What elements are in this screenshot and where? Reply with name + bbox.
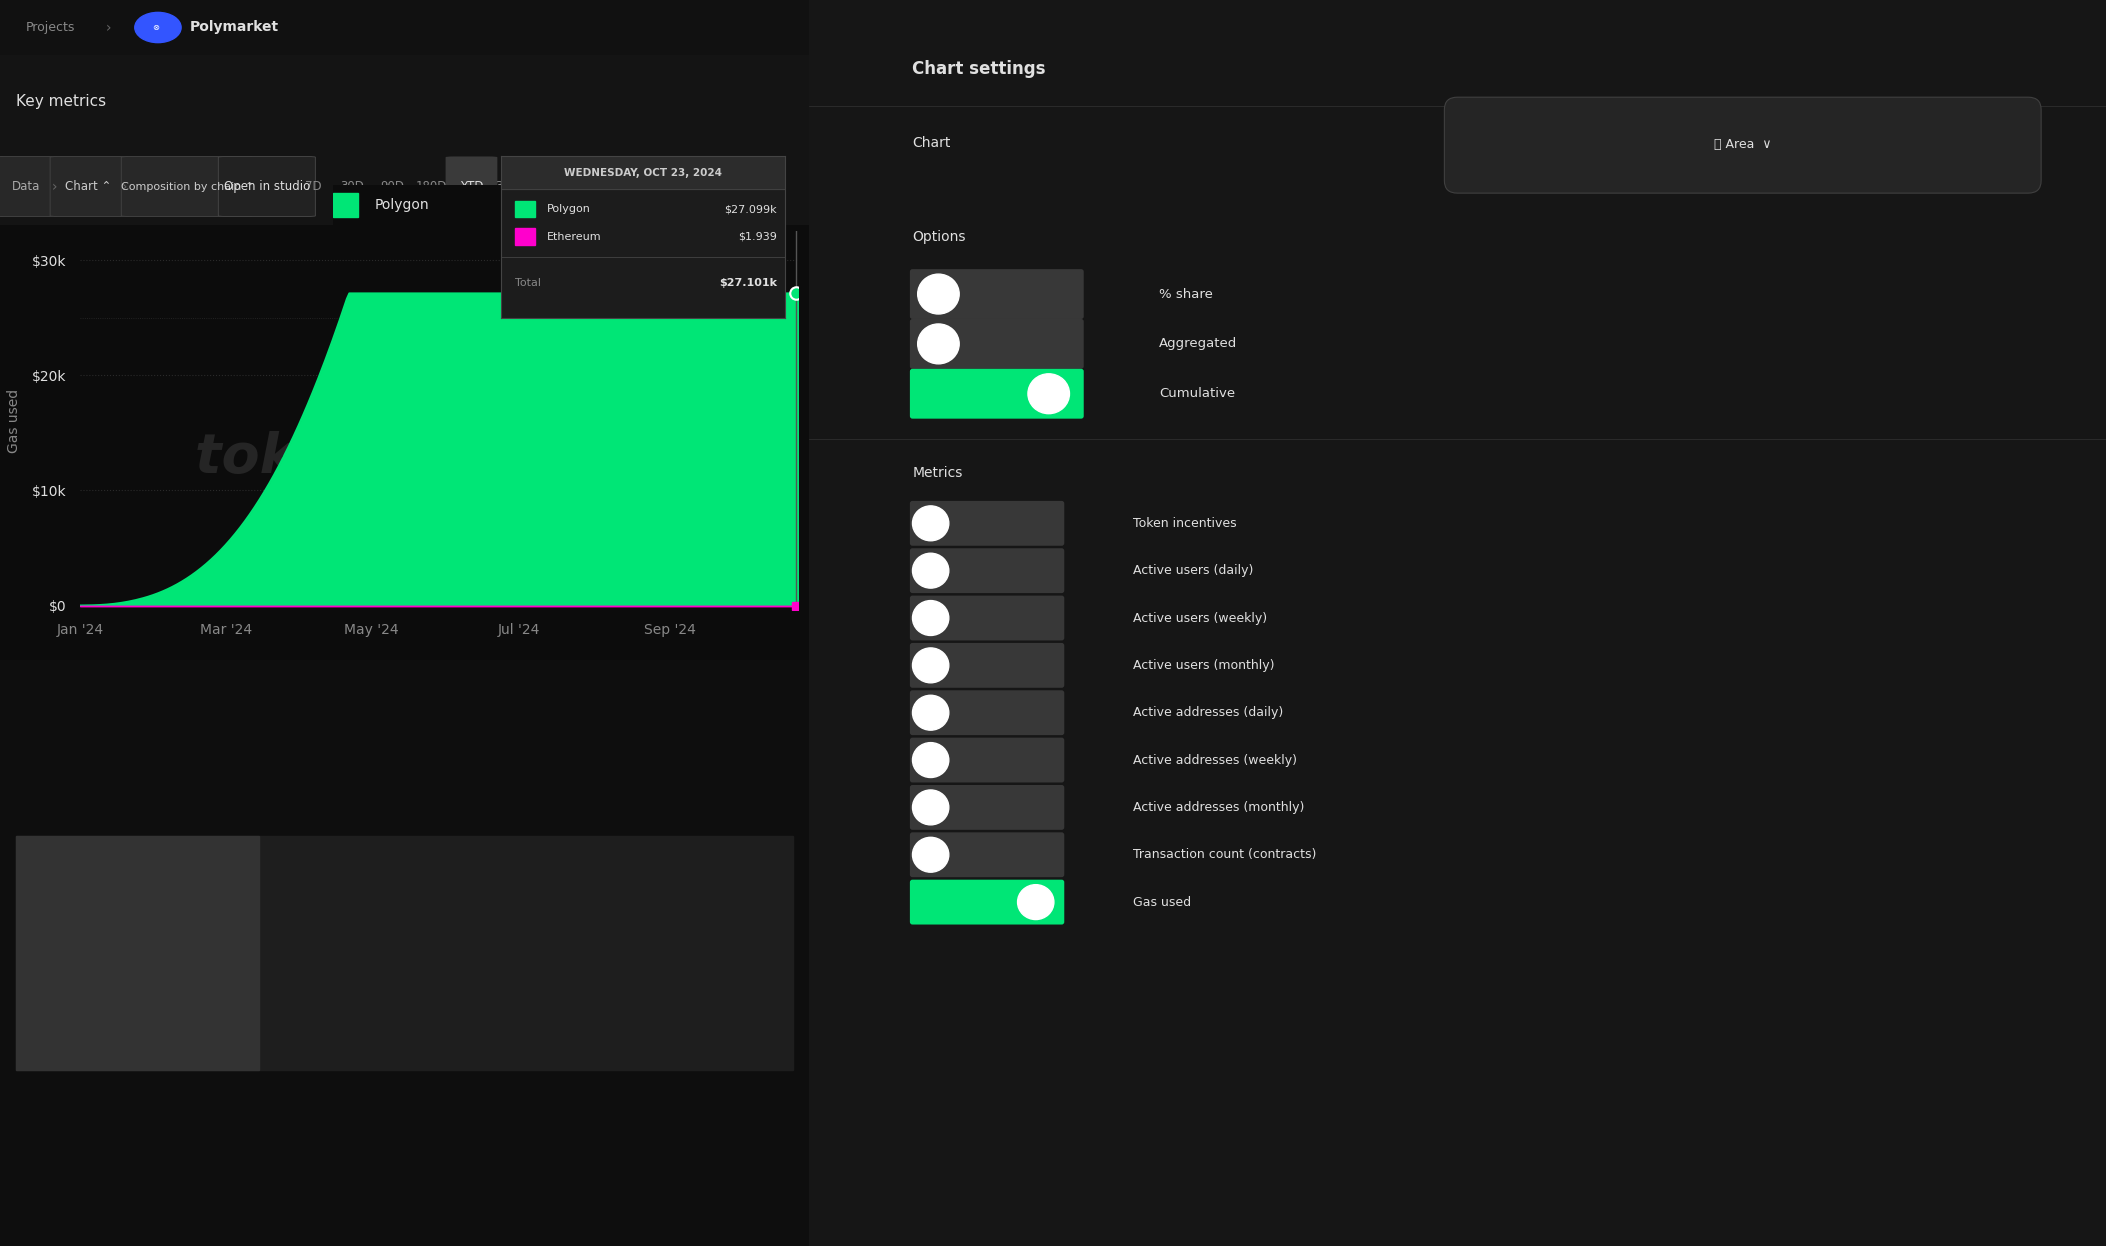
Bar — [17, 836, 259, 1070]
Text: 30D: 30D — [341, 179, 364, 193]
FancyBboxPatch shape — [446, 157, 497, 217]
FancyBboxPatch shape — [910, 643, 1064, 688]
Text: Metrics: Metrics — [912, 466, 962, 481]
Text: Learn: Learn — [1221, 22, 1251, 32]
Circle shape — [918, 274, 958, 314]
FancyBboxPatch shape — [910, 319, 1085, 369]
FancyBboxPatch shape — [910, 832, 1064, 877]
Text: Token incentives: Token incentives — [1133, 517, 1236, 530]
Circle shape — [912, 790, 950, 825]
Bar — [501, 157, 786, 189]
Text: Options: Options — [912, 229, 967, 244]
FancyBboxPatch shape — [910, 596, 1064, 640]
Text: 365D: 365D — [495, 179, 526, 193]
FancyBboxPatch shape — [910, 548, 1064, 593]
Text: Polygon: Polygon — [545, 204, 590, 214]
Bar — [510, 193, 535, 217]
Text: ⊗: ⊗ — [152, 22, 160, 32]
Bar — [17, 836, 792, 1070]
FancyBboxPatch shape — [910, 369, 1085, 419]
Y-axis label: Gas used: Gas used — [6, 389, 21, 452]
FancyBboxPatch shape — [910, 269, 1085, 319]
Text: Q: Q — [625, 179, 634, 193]
Text: Total: Total — [516, 278, 541, 288]
Text: ›: › — [122, 179, 128, 193]
Bar — [333, 193, 358, 217]
Text: W: W — [588, 179, 600, 193]
Text: ···: ··· — [653, 179, 663, 193]
FancyBboxPatch shape — [1152, 6, 1320, 49]
Text: Data: Data — [13, 179, 40, 193]
Text: 90D: 90D — [381, 179, 404, 193]
Circle shape — [912, 695, 950, 730]
FancyBboxPatch shape — [1445, 97, 2041, 193]
Text: Chart settings: Chart settings — [912, 60, 1047, 77]
Circle shape — [912, 743, 950, 778]
Text: $1.939: $1.939 — [737, 232, 777, 242]
FancyBboxPatch shape — [1676, 6, 2007, 49]
FancyBboxPatch shape — [51, 157, 126, 217]
Text: Gas used: Gas used — [1133, 896, 1192, 908]
Circle shape — [912, 648, 950, 683]
Text: Open in studio: Open in studio — [223, 179, 310, 193]
Text: M: M — [607, 179, 617, 193]
Text: Chart ⌃: Chart ⌃ — [65, 179, 112, 193]
Bar — [516, 228, 535, 244]
Text: Polygon: Polygon — [375, 198, 430, 212]
Text: Polymarket: Polymarket — [190, 20, 278, 35]
Text: Projects: Projects — [25, 21, 74, 34]
Text: ›: › — [53, 179, 57, 193]
Circle shape — [912, 837, 950, 872]
FancyBboxPatch shape — [910, 501, 1064, 546]
Text: Ethereum: Ethereum — [545, 232, 600, 242]
Text: Chart: Chart — [912, 136, 952, 151]
FancyBboxPatch shape — [910, 738, 1064, 782]
Text: $27.099k: $27.099k — [724, 204, 777, 214]
Text: Composition by chain ⌃: Composition by chain ⌃ — [122, 182, 255, 192]
Ellipse shape — [135, 12, 181, 42]
FancyBboxPatch shape — [910, 690, 1064, 735]
Text: Aggregated: Aggregated — [1158, 338, 1236, 350]
Text: Data: Data — [1072, 22, 1097, 32]
Text: Active users (daily): Active users (daily) — [1133, 564, 1253, 577]
Circle shape — [918, 324, 958, 364]
Text: Crypto screener ↗: Crypto screener ↗ — [1790, 22, 1893, 32]
FancyBboxPatch shape — [219, 157, 316, 217]
Circle shape — [1028, 374, 1070, 414]
FancyBboxPatch shape — [1000, 6, 1169, 49]
Bar — [516, 201, 535, 217]
Text: ›: › — [105, 20, 112, 35]
Text: Active addresses (weekly): Active addresses (weekly) — [1133, 754, 1297, 766]
Text: Transaction count (contracts): Transaction count (contracts) — [1133, 849, 1316, 861]
Text: Active addresses (daily): Active addresses (daily) — [1133, 706, 1283, 719]
Text: % share: % share — [1158, 288, 1213, 300]
Circle shape — [912, 601, 950, 635]
FancyBboxPatch shape — [910, 880, 1064, 925]
FancyBboxPatch shape — [1304, 6, 1693, 49]
FancyBboxPatch shape — [910, 785, 1064, 830]
Circle shape — [1017, 885, 1053, 920]
Text: Cumulative: Cumulative — [1158, 388, 1234, 400]
Text: Active users (monthly): Active users (monthly) — [1133, 659, 1274, 672]
Text: 180D: 180D — [417, 179, 449, 193]
FancyBboxPatch shape — [122, 157, 255, 217]
Text: ⎍ Area  ∨: ⎍ Area ∨ — [1714, 138, 1771, 151]
Text: Ethereum: Ethereum — [552, 198, 619, 212]
FancyBboxPatch shape — [0, 157, 57, 217]
Circle shape — [912, 553, 950, 588]
Circle shape — [912, 506, 950, 541]
Text: Active addresses (monthly): Active addresses (monthly) — [1133, 801, 1304, 814]
Text: token terminal_: token terminal_ — [196, 431, 682, 486]
Text: YTD: YTD — [459, 179, 482, 193]
Text: Key metrics: Key metrics — [17, 93, 105, 108]
Text: 7D: 7D — [305, 179, 322, 193]
Text: WEDNESDAY, OCT 23, 2024: WEDNESDAY, OCT 23, 2024 — [564, 168, 722, 178]
Text: Financial statement ↗: Financial statement ↗ — [1436, 22, 1561, 32]
Text: D: D — [573, 179, 581, 193]
Text: MAX: MAX — [537, 179, 564, 193]
Text: Active users (weekly): Active users (weekly) — [1133, 612, 1268, 624]
Text: $27.101k: $27.101k — [718, 278, 777, 288]
